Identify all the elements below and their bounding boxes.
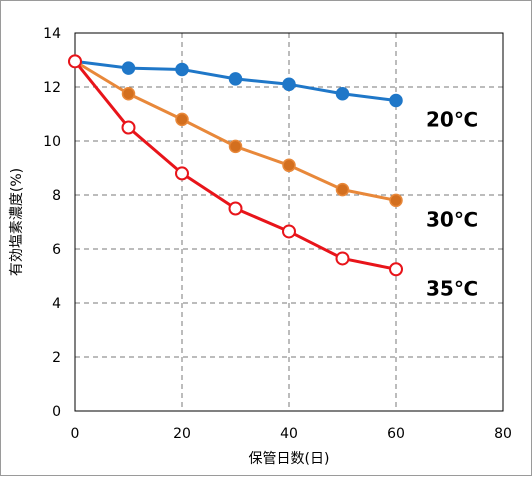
y-tick-label: 0 bbox=[52, 404, 61, 420]
data-point bbox=[175, 62, 189, 77]
x-tick-label: 0 bbox=[71, 426, 80, 442]
y-tick-label: 8 bbox=[52, 188, 61, 204]
data-point bbox=[335, 87, 350, 101]
x-tick-label: 20 bbox=[173, 426, 191, 442]
y-tick-label: 10 bbox=[43, 134, 61, 150]
series-0 bbox=[68, 54, 403, 108]
data-point bbox=[175, 112, 189, 127]
data-point bbox=[335, 182, 350, 197]
data-point bbox=[389, 93, 403, 108]
y-tick-label: 6 bbox=[52, 242, 61, 258]
plot-area-border bbox=[74, 32, 504, 412]
data-point bbox=[228, 139, 243, 154]
data-point bbox=[389, 193, 403, 208]
labels: 0 2 4 6 8 10 12 14 0 20 40 60 80 20℃ 30℃ 35℃ bbox=[43, 26, 512, 442]
axes bbox=[74, 32, 504, 412]
data-point bbox=[282, 77, 296, 92]
x-tick-label: 60 bbox=[387, 426, 405, 442]
series-2 bbox=[68, 54, 403, 277]
x-tick-label: 80 bbox=[494, 426, 512, 442]
data-point bbox=[389, 262, 403, 277]
data-point bbox=[121, 87, 136, 101]
x-tick-label: 40 bbox=[280, 426, 298, 442]
data-point bbox=[282, 158, 296, 173]
data-point bbox=[121, 120, 136, 135]
y-axis-title: 有効塩素濃度(%) bbox=[9, 168, 25, 276]
y-tick-label: 4 bbox=[52, 296, 61, 312]
y-tick-label: 2 bbox=[52, 350, 61, 366]
data-point bbox=[175, 166, 189, 181]
data-point bbox=[121, 61, 136, 75]
data-point bbox=[282, 224, 296, 239]
series-label-0: 20℃ bbox=[426, 108, 478, 132]
series-group bbox=[68, 54, 403, 277]
x-axis-title: 保管日数(日) bbox=[249, 451, 330, 467]
data-point bbox=[228, 201, 243, 216]
y-tick-label: 14 bbox=[43, 26, 61, 42]
data-point bbox=[335, 251, 350, 266]
series-label-1: 30℃ bbox=[426, 207, 478, 231]
data-point bbox=[68, 54, 82, 69]
data-point bbox=[228, 72, 243, 86]
series-label-2: 35℃ bbox=[426, 276, 478, 300]
y-tick-label: 12 bbox=[43, 80, 61, 96]
